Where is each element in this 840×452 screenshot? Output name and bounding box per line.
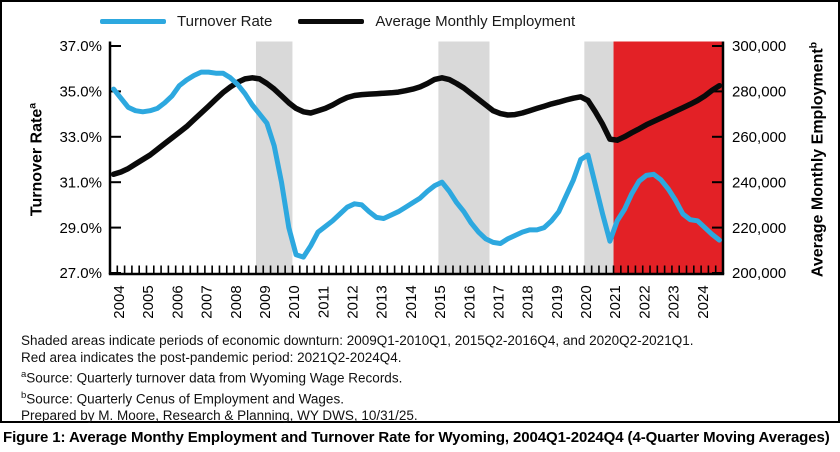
employment-line <box>110 75 723 178</box>
x-axis-year-label: 2007 <box>199 285 216 318</box>
x-axis-year-label: 2013 <box>374 285 391 318</box>
left-axis-tick-label: 29.0% <box>59 220 102 237</box>
right-axis-tick-label: 280,000 <box>732 84 786 101</box>
footnote-line: bSource: Quarterly Cenus of Employment a… <box>21 389 344 407</box>
x-axis-year-label: 2020 <box>578 285 595 318</box>
legend-label: Turnover Rate <box>177 13 273 30</box>
x-axis-year-label: 2006 <box>169 285 186 318</box>
left-axis-tick-label: 33.0% <box>59 129 102 146</box>
chart-canvas: 37.0% 35.0% 33.0% 31.0% 29.0% 27.0% 300,000 280… <box>27 38 827 318</box>
x-axis-year-label: 2017 <box>490 285 507 318</box>
legend-item-employment: Average Monthly Employment <box>298 13 575 30</box>
x-axis-year-label: 2005 <box>140 285 157 318</box>
post-pandemic-area <box>613 41 723 274</box>
right-axis-title: Average Monthly Employmentb <box>808 42 827 277</box>
legend-item-turnover-rate: Turnover Rate <box>100 13 272 30</box>
x-axis-year-label: 2012 <box>345 285 362 318</box>
footnotes: Shaded areas indicate periods of economi… <box>21 332 693 424</box>
left-axis-tick-label: 31.0% <box>59 174 102 191</box>
employment-line-swatch <box>298 19 365 24</box>
x-axis-year-label: 2021 <box>607 285 624 318</box>
left-axis-tick-label: 37.0% <box>59 38 102 55</box>
turnover-line <box>111 69 722 260</box>
left-axis-tick-label: 27.0% <box>59 265 102 282</box>
x-axis-year-label: 2004 <box>111 285 128 318</box>
x-axis-year-label: 2015 <box>432 285 449 318</box>
right-axis-tick-label: 300,000 <box>732 38 786 55</box>
x-axis-year-label: 2019 <box>549 285 566 318</box>
x-axis-year-label: 2009 <box>257 285 274 318</box>
right-axis-tick-label: 200,000 <box>732 265 786 282</box>
x-axis-year-label: 2022 <box>636 285 653 318</box>
x-axis-year-label: 2008 <box>228 285 245 318</box>
chart-legend: Turnover Rate Average Monthly Employment <box>100 13 575 30</box>
x-axis-year-label: 2024 <box>695 285 712 318</box>
x-axis-year-label: 2016 <box>461 285 478 318</box>
figure-caption: Figure 1: Average Monthy Employment and … <box>3 429 830 446</box>
left-axis-title: Turnover Ratea <box>27 103 46 216</box>
turnover-rate-line-swatch <box>100 19 166 24</box>
footnote-line: aSource: Quarterly turnover data from Wy… <box>21 369 403 386</box>
x-axis-year-label: 2023 <box>666 285 683 318</box>
x-axis-year-label: 2010 <box>286 285 303 318</box>
legend-label: Average Monthly Employment <box>375 13 576 30</box>
footnote-line: Prepared by M. Moore, Research & Plannin… <box>21 408 418 423</box>
right-axis-tick-label: 220,000 <box>732 220 786 237</box>
left-axis-tick-label: 35.0% <box>59 84 102 101</box>
x-axis-year-label: 2014 <box>403 285 420 318</box>
x-axis-year-label: 2018 <box>520 285 537 318</box>
footnote-line: Red area indicates the post-pandemic per… <box>21 350 402 365</box>
footnote-line: Shaded areas indicate periods of economi… <box>21 333 694 348</box>
x-axis-year-label: 2011 <box>315 286 332 318</box>
right-axis-tick-label: 260,000 <box>732 129 786 146</box>
right-axis-tick-label: 240,000 <box>732 174 786 191</box>
